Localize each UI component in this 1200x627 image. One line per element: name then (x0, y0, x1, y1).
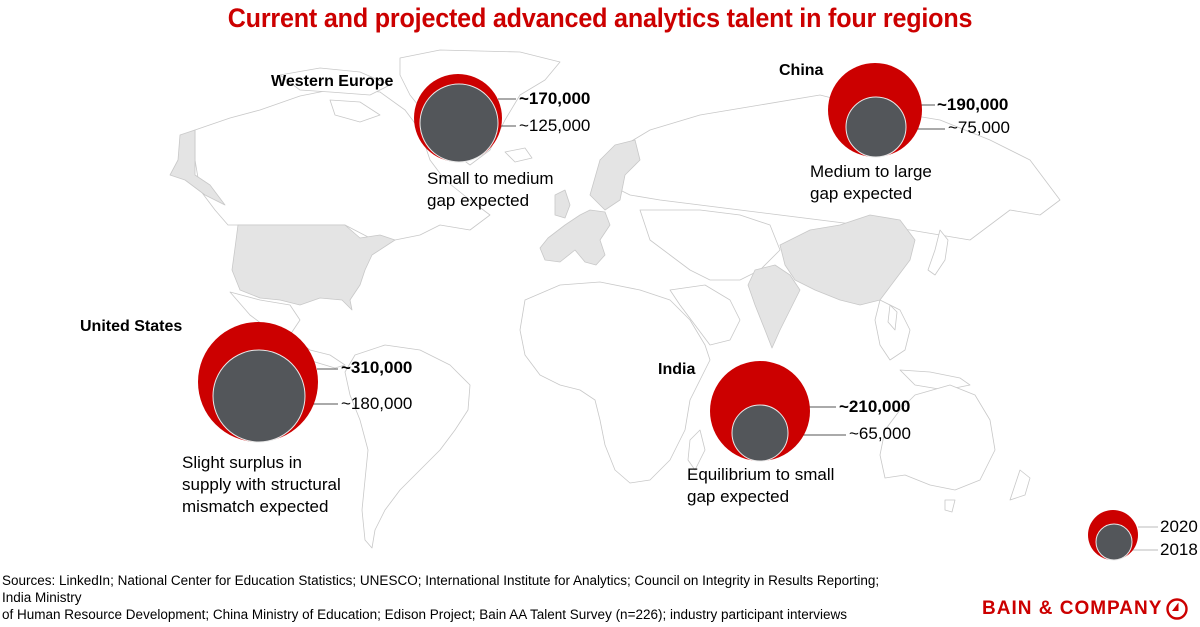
note-united-states: Slight surplus in supply with structural… (182, 453, 341, 516)
western-europe-shape (539, 209, 611, 266)
bubble-china (828, 63, 922, 158)
alaska-shape (169, 129, 226, 206)
region-label-india: India (658, 361, 696, 378)
legend-label-2020: 2020 (1160, 517, 1198, 536)
note-china: Medium to large gap expected (810, 162, 932, 203)
value-2018-western-europe: ~125,000 (519, 116, 591, 135)
value-2018-china: ~75,000 (948, 118, 1010, 137)
usa-shape (231, 224, 396, 311)
value-2018-india: ~65,000 (849, 424, 911, 443)
brand-wordmark: BAIN & COMPANY (982, 598, 1163, 619)
china-shape (779, 214, 916, 306)
value-2020-western-europe: ~170,000 (519, 89, 591, 108)
bain-logo-icon (1166, 598, 1188, 620)
australia-shape (879, 384, 996, 491)
legend-label-2018: 2018 (1160, 540, 1198, 559)
uk-shape (554, 189, 571, 219)
region-label-china: China (779, 62, 824, 79)
sources-line-3: of Human Resource Development; China Min… (2, 607, 848, 622)
bubble-western-europe (414, 74, 502, 163)
scandinavia-shape (589, 139, 641, 211)
region-label-western-europe: Western Europe (271, 73, 394, 90)
region-label-united-states: United States (80, 318, 183, 335)
bubble-india (710, 361, 810, 462)
sources-line-1: Sources: LinkedIn; National Center for E… (2, 573, 880, 588)
africa-shape (519, 281, 711, 484)
bubble-united-states (198, 322, 318, 443)
sources-footnote: Sources: LinkedIn; National Center for E… (2, 572, 1022, 623)
south-america-shape (344, 344, 471, 549)
legend-bubble (1088, 510, 1138, 561)
value-2020-china: ~190,000 (937, 95, 1009, 114)
chart-title: Current and projected advanced analytics… (227, 3, 973, 33)
sources-line-2: India Ministry (2, 590, 82, 605)
value-2020-united-states: ~310,000 (341, 358, 413, 377)
note-western-europe: Small to medium gap expected (427, 169, 554, 210)
india-shape (747, 264, 801, 349)
note-india: Equilibrium to small gap expected (687, 465, 835, 506)
russia-shape (599, 94, 1061, 241)
value-2020-india: ~210,000 (839, 397, 911, 416)
value-2018-united-states: ~180,000 (341, 394, 413, 413)
